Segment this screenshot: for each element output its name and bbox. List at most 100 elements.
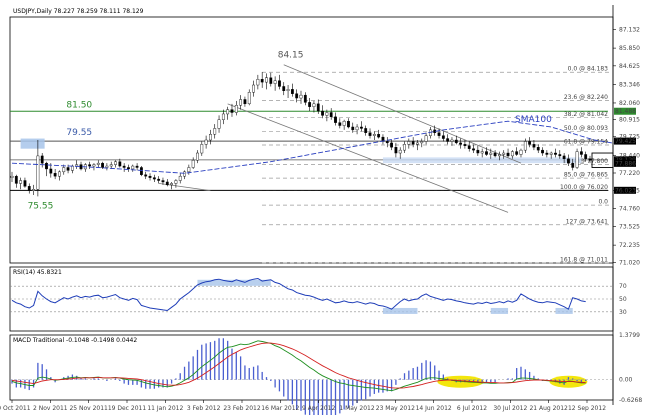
rsi-highlight-zone [197,279,271,286]
candle-body [170,183,173,186]
candle-body [536,147,540,151]
candle-body [40,155,44,164]
candle-body [135,165,139,168]
candle-body [174,180,178,184]
candle-body [260,79,264,83]
price-annotation: SMA100 [515,115,552,125]
candle-body [472,148,475,151]
candle-body [498,154,501,157]
candle-body [493,152,497,157]
fib-level-label: 127 @ 73.641 [566,218,608,225]
candle-body [183,171,186,177]
macd-tick-label: -0.6268 [619,397,642,404]
candle-body [226,109,230,115]
x-tick-label: 19 Dec 2011 [108,405,147,412]
price-tick-label: 74.760 [619,206,640,213]
candle-body [588,158,592,161]
candle-body [463,144,467,146]
fib-level-label: 85.0 @ 76.865 [564,172,608,179]
rsi-level-label: 30 [619,309,627,316]
candle-body [14,175,18,184]
candle-body [567,158,570,164]
candle-body [372,134,376,136]
price-tag-label: 76.023 [615,187,636,194]
candle-body [377,134,381,138]
candle-body [53,173,57,177]
candle-body [157,178,161,181]
candle-body [485,151,488,155]
candle-body [161,180,165,183]
price-tick-label: 77.220 [619,170,640,177]
candle-body [325,112,329,116]
price-tick-label: 80.915 [619,117,640,124]
pane-border-main [9,16,614,264]
x-tick-label: 12 Sep 2012 [568,405,606,412]
price-tag-box [614,159,636,167]
candle-body [70,165,74,171]
x-tick-label: 2 Nov 2011 [33,405,68,412]
highlight-zone [20,138,45,149]
price-tag-label: 81.488 [615,108,636,115]
candle-body [528,141,532,145]
candle-body [403,144,406,151]
candle-body [476,149,480,154]
candle-body [532,144,536,148]
sma100-line [11,120,621,174]
price-pane: 87.132 85.850 84.625 83.346 82.060 80.915 79.7… [10,27,640,267]
candle-body [36,155,40,190]
candle-body [79,164,83,170]
candle-body [489,152,493,155]
candle-body [152,177,156,180]
candle-body [459,142,462,145]
candle-body [269,77,273,84]
rsi-header: RSI(14) 45.8321 [13,269,62,276]
candle-body [364,128,368,133]
candle-body [394,147,398,154]
candle-body [191,160,195,168]
candle-body [273,80,277,84]
macd-pane: 1.3799 0.00 -0.6268 [10,332,642,415]
candle-body [127,167,130,170]
candle-body [334,116,337,123]
candle-body [217,119,221,129]
candle-body [252,84,255,93]
candle-body [316,103,320,112]
candle-body [265,77,268,83]
candle-body [10,175,14,178]
candle-body [420,141,424,144]
candle-body [75,164,79,167]
candle-body [213,128,217,135]
candle-body [45,162,48,170]
x-tick-label: 21 Aug 2012 [529,405,568,412]
candle-body [558,154,562,157]
candle-body [140,167,143,175]
x-tick-label: 10 Oct 2011 [0,405,31,412]
candle-body [144,174,148,177]
candle-body [118,161,122,167]
x-tick-label: 9 Apr 2012 [302,405,335,412]
macd-tick-label: 0.00 [619,377,633,384]
candle-body [510,151,514,157]
price-tick-label: 87.132 [619,27,640,34]
candle-body [88,164,92,167]
candle-body [230,109,234,113]
candle-body [579,151,583,155]
price-tick-label: 71.020 [619,260,640,267]
price-tick-label: 78.440 [619,152,640,159]
candle-body [312,103,316,107]
channel-upper [283,64,522,164]
candle-body [506,152,510,157]
candle-body [114,161,117,165]
candle-body [66,167,70,171]
candle-body [502,152,506,155]
candle-body [545,152,549,155]
price-tick-label: 85.850 [619,45,640,52]
channel-lower [227,103,509,213]
candle-body [338,122,342,126]
candle-body [239,99,243,106]
x-tick-label: 6 Jul 2012 [457,405,487,412]
x-tick-label: 25 Nov 2011 [69,405,108,412]
candle-body [105,165,109,168]
candle-body [295,93,299,99]
